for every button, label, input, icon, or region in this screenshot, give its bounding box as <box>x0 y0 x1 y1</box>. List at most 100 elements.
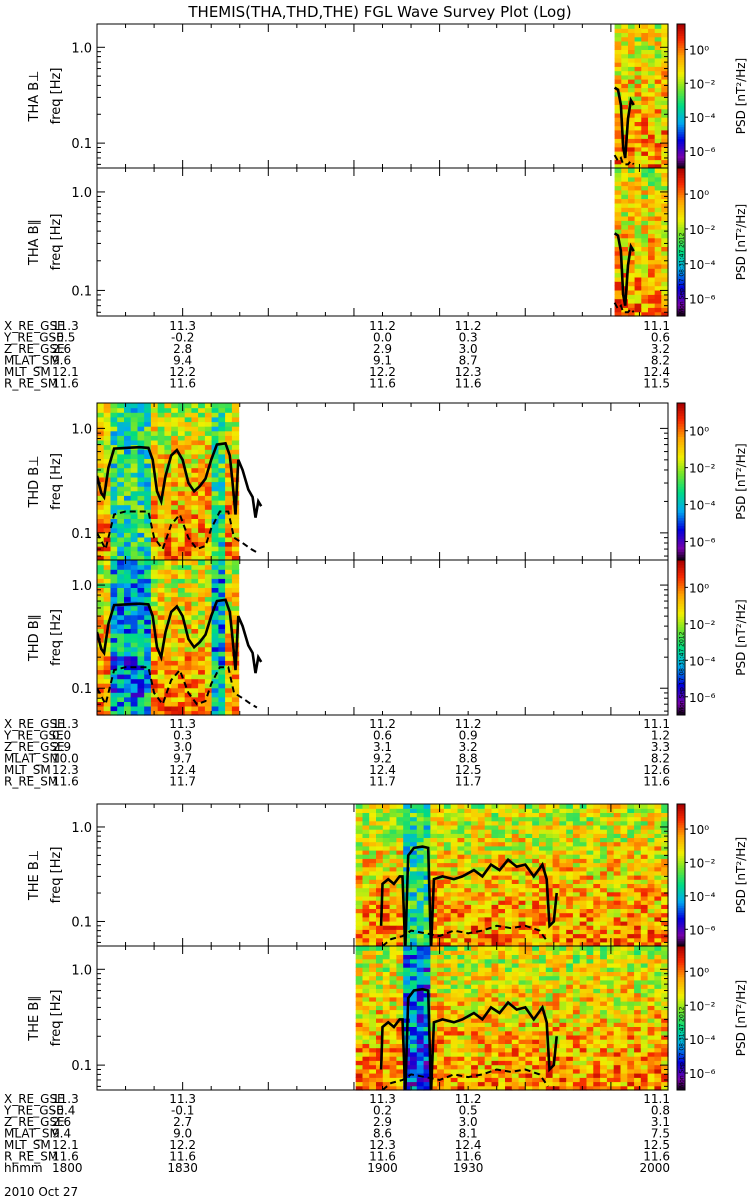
spectrogram-cell <box>614 129 622 135</box>
spectrogram-cell <box>225 591 233 598</box>
spectrogram-cell <box>647 891 655 897</box>
spectrogram-cell <box>621 276 629 282</box>
spectrogram-cell <box>144 407 152 413</box>
spectrogram-cell <box>545 870 554 876</box>
spectrogram-cell <box>137 481 145 487</box>
spectrogram-cell <box>654 804 662 809</box>
colorbar-segment <box>677 476 685 480</box>
spectrogram-cell <box>661 268 669 274</box>
spectrogram-cell <box>450 1085 459 1091</box>
spectrogram-cell <box>231 555 240 561</box>
spectrogram-cell <box>572 816 581 822</box>
spectrogram-cell <box>579 929 588 935</box>
spectrogram-cell <box>198 710 206 716</box>
spectrogram-cell <box>457 862 465 868</box>
colorbar-segment <box>677 158 685 162</box>
colorbar-segment <box>677 901 685 904</box>
spectrogram-cell <box>110 439 118 446</box>
spectrogram-cell <box>648 53 656 59</box>
spectrogram-cell <box>641 142 649 148</box>
spectrogram-cell <box>97 444 105 450</box>
spectrogram-cell <box>355 849 364 855</box>
spectrogram-cell <box>614 224 622 230</box>
spectrogram-cell <box>654 57 662 63</box>
spectrogram-cell <box>218 412 226 418</box>
spectrogram-cell <box>464 908 472 914</box>
spectrogram-cell <box>144 605 152 611</box>
colorbar-segment <box>677 98 685 102</box>
spectrogram-cell <box>117 628 125 634</box>
spectrogram-cell <box>614 62 622 67</box>
spectrogram-cell <box>457 1043 465 1049</box>
spectrogram-cell <box>628 259 636 265</box>
spectrogram-cell <box>498 854 506 859</box>
spectrogram-cell <box>606 816 615 822</box>
spectrogram-cell <box>117 481 125 487</box>
spectrogram-cell <box>423 962 431 968</box>
spectrogram-cell <box>362 900 370 905</box>
spectrogram-cell <box>593 912 601 918</box>
colorbar-frame <box>676 559 686 716</box>
spectrogram-cell <box>484 1013 493 1019</box>
spectrogram-cell <box>362 1001 370 1006</box>
spectrogram-cell <box>355 929 364 935</box>
spectrogram-cell <box>471 904 479 909</box>
spectrogram-cell <box>464 895 472 901</box>
spectrogram-cell <box>511 804 520 809</box>
spectrogram-cell <box>369 866 377 872</box>
spectrogram-cell <box>231 430 240 436</box>
spectrogram-cell <box>144 449 152 455</box>
spectrogram-cell <box>137 449 145 455</box>
spectrogram-cell <box>464 841 472 847</box>
spectrogram-cell <box>443 845 452 851</box>
spectrogram-cell <box>579 912 588 918</box>
spectrogram-cell <box>437 1039 445 1044</box>
spectrogram-cell <box>620 937 628 943</box>
spectrogram-cell <box>593 870 601 876</box>
spectrogram-cell <box>532 916 540 922</box>
spectrogram-cell <box>505 841 513 847</box>
spectrogram-cell <box>184 605 192 611</box>
colorbar-segment <box>677 55 685 59</box>
spectrogram-cell <box>654 176 662 182</box>
spectrogram-cell <box>150 444 159 450</box>
spectrogram-cell <box>362 971 370 977</box>
spectrogram-cell <box>498 887 506 893</box>
spectrogram-cell <box>634 228 642 234</box>
spectrogram-cell <box>654 215 662 221</box>
spectrogram-cell <box>491 929 499 935</box>
spectrogram-cell <box>416 862 425 868</box>
spectrogram-cell <box>110 560 118 566</box>
spectrogram-cell <box>382 1026 391 1032</box>
spectrogram-cell <box>641 307 649 313</box>
spectrogram-cell <box>144 655 152 661</box>
colorbar-segment <box>677 570 685 574</box>
spectrogram-cell <box>110 646 118 652</box>
spectrogram-cell <box>613 829 622 834</box>
spectrogram-cell <box>130 467 138 473</box>
spectrogram-cell <box>204 646 213 652</box>
spectrogram-cell <box>382 941 391 947</box>
spectrogram-cell <box>382 1060 391 1066</box>
spectrogram-cell <box>579 937 588 943</box>
spectrogram-cell <box>389 866 397 872</box>
spectrogram-cell <box>654 138 662 144</box>
spectrogram-cell <box>137 412 145 418</box>
spectrogram-cell <box>355 958 364 964</box>
spectrogram-cell <box>157 472 165 478</box>
spectrogram-cell <box>640 895 649 901</box>
spectrogram-cell <box>382 937 391 943</box>
spectrogram-cell <box>97 523 105 529</box>
spectrogram-cell <box>204 458 213 464</box>
spectrogram-cell <box>539 929 547 935</box>
spectrogram-cell <box>117 710 125 716</box>
colorbar-segment <box>677 815 685 819</box>
spectrogram-cell <box>525 845 533 851</box>
spectrogram-cell <box>376 816 384 822</box>
spectrogram-cell <box>376 862 384 868</box>
spectrogram-cell <box>661 202 669 208</box>
spectrogram-cell <box>150 578 159 584</box>
spectrogram-cell <box>171 687 179 693</box>
spectrogram-cell <box>484 1001 493 1006</box>
